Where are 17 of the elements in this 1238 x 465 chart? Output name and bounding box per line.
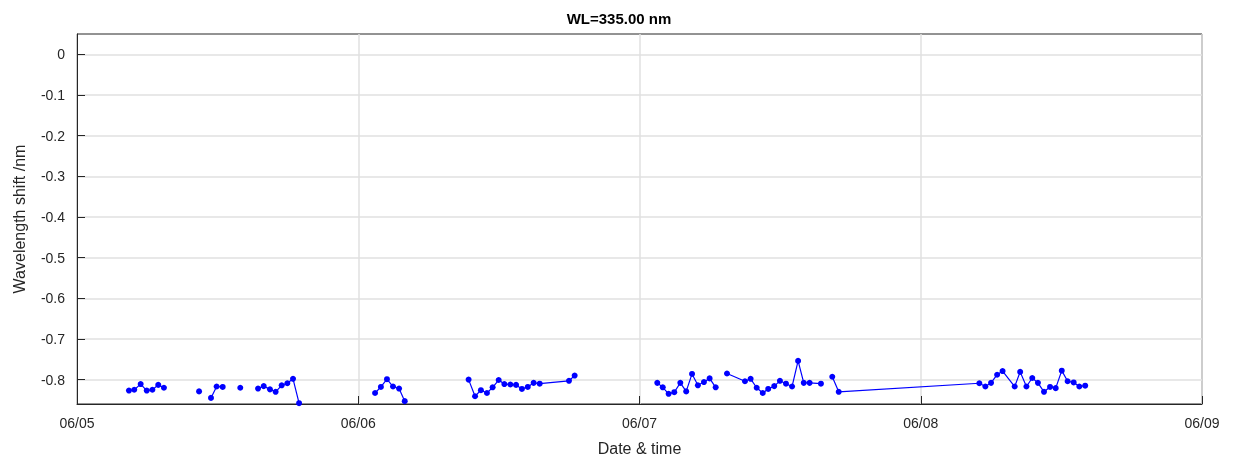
x-tick-label: 06/05 (59, 415, 95, 431)
y-tick-label: -0.6 (40, 290, 66, 307)
y-tick-label: -0.1 (40, 86, 66, 103)
y-tick-label: -0.8 (40, 371, 66, 388)
chart-title: WL=335.00 nm (566, 10, 672, 27)
y-tick-label: -0.7 (40, 330, 66, 347)
y-tick-label: 0 (57, 46, 66, 63)
x-tick-label: 06/08 (903, 415, 939, 431)
y-tick-label: -0.2 (40, 127, 66, 144)
y-tick-label: -0.5 (40, 249, 66, 266)
x-tick-label: 06/09 (1184, 415, 1220, 431)
y-tick-label: -0.4 (40, 208, 66, 225)
y-axis-title: Wavelength shift /nm (10, 144, 28, 294)
x-tick-label: 06/07 (621, 415, 658, 431)
x-tick-label: 06/06 (340, 415, 376, 431)
x-axis-title: Date & time (597, 439, 682, 457)
y-tick-label: -0.3 (40, 168, 66, 185)
